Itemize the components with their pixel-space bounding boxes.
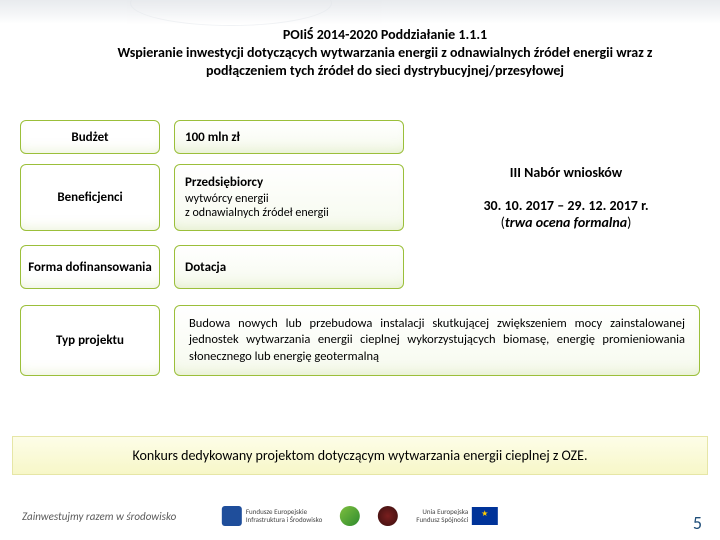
side-heading-col: [418, 120, 700, 154]
row-form: Forma dofinansowania Dotacja: [20, 245, 700, 289]
beneficiaries-line2: wytwórcy energii z odnawialnych źródeł e…: [185, 192, 393, 220]
title-line-1: POIiŚ 2014-2020 Poddziałanie 1.1.1: [283, 26, 487, 43]
logo-nfos-icon: [340, 506, 360, 526]
label-project-type: Typ projektu: [20, 305, 160, 376]
side-dates: 30. 10. 2017 – 29. 12. 2017 r. (trwa oce…: [483, 197, 648, 231]
spacer: [418, 245, 700, 289]
label-budget: Budżet: [20, 120, 160, 154]
page-number: 5: [693, 512, 702, 534]
logo-fundusze-text: Fundusze Europejskie Infrastruktura i Śr…: [246, 508, 322, 523]
logo-eu: Unia Europejska Fundusz Spójności: [416, 507, 498, 525]
logo-nfos: [340, 506, 360, 526]
logo-fundusze: Fundusze Europejskie Infrastruktura i Śr…: [222, 506, 322, 526]
value-beneficiaries: Przedsiębiorcy wytwórcy energii z odnawi…: [174, 164, 404, 231]
footer-tagline: Zainwestujmy razem w środowisko: [22, 510, 176, 523]
side-heading: III Nabór wniosków: [510, 164, 622, 181]
footer: Zainwestujmy razem w środowisko Fundusze…: [0, 498, 720, 534]
date-from: 30. 10. 2017: [483, 197, 554, 214]
label-beneficiaries: Beneficjenci: [20, 164, 160, 231]
logo-leaf-icon: [378, 506, 398, 526]
value-form: Dotacja: [174, 245, 404, 289]
beneficiaries-line1: Przedsiębiorcy: [185, 175, 393, 190]
label-form: Forma dofinansowania: [20, 245, 160, 289]
eu-flag-icon: [472, 507, 498, 525]
content-area: Budżet 100 mln zł Beneficjenci Przedsięb…: [20, 120, 700, 386]
form-value: Dotacja: [185, 260, 393, 275]
footer-logos: Fundusze Europejskie Infrastruktura i Śr…: [222, 506, 498, 526]
date-to: 29. 12. 2017 r.: [567, 197, 648, 214]
header-decoration: [0, 0, 720, 24]
dedication-band: Konkurs dedykowany projektom dotyczącym …: [12, 436, 708, 475]
title-rest: Wspieranie inwestycji dotyczących wytwar…: [117, 44, 652, 79]
budget-amount: 100 mln zł: [185, 130, 393, 145]
side-column: III Nabór wniosków 30. 10. 2017 – 29. 12…: [418, 164, 700, 231]
row-project-type: Typ projektu Budowa nowych lub przebudow…: [20, 305, 700, 376]
logo-fundusze-icon: [222, 506, 242, 526]
logo-eu-text: Unia Europejska Fundusz Spójności: [416, 508, 468, 523]
logo-leaf: [378, 506, 398, 526]
row-beneficiaries: Beneficjenci Przedsiębiorcy wytwórcy ene…: [20, 164, 700, 231]
slide-title: POIiŚ 2014-2020 Poddziałanie 1.1.1 Wspie…: [90, 26, 680, 81]
side-note: trwa ocena formalna: [505, 214, 627, 231]
value-budget: 100 mln zł: [174, 120, 404, 154]
row-budget: Budżet 100 mln zł: [20, 120, 700, 154]
note-close: ): [627, 214, 631, 231]
value-project-type: Budowa nowych lub przebudowa instalacji …: [174, 305, 700, 376]
